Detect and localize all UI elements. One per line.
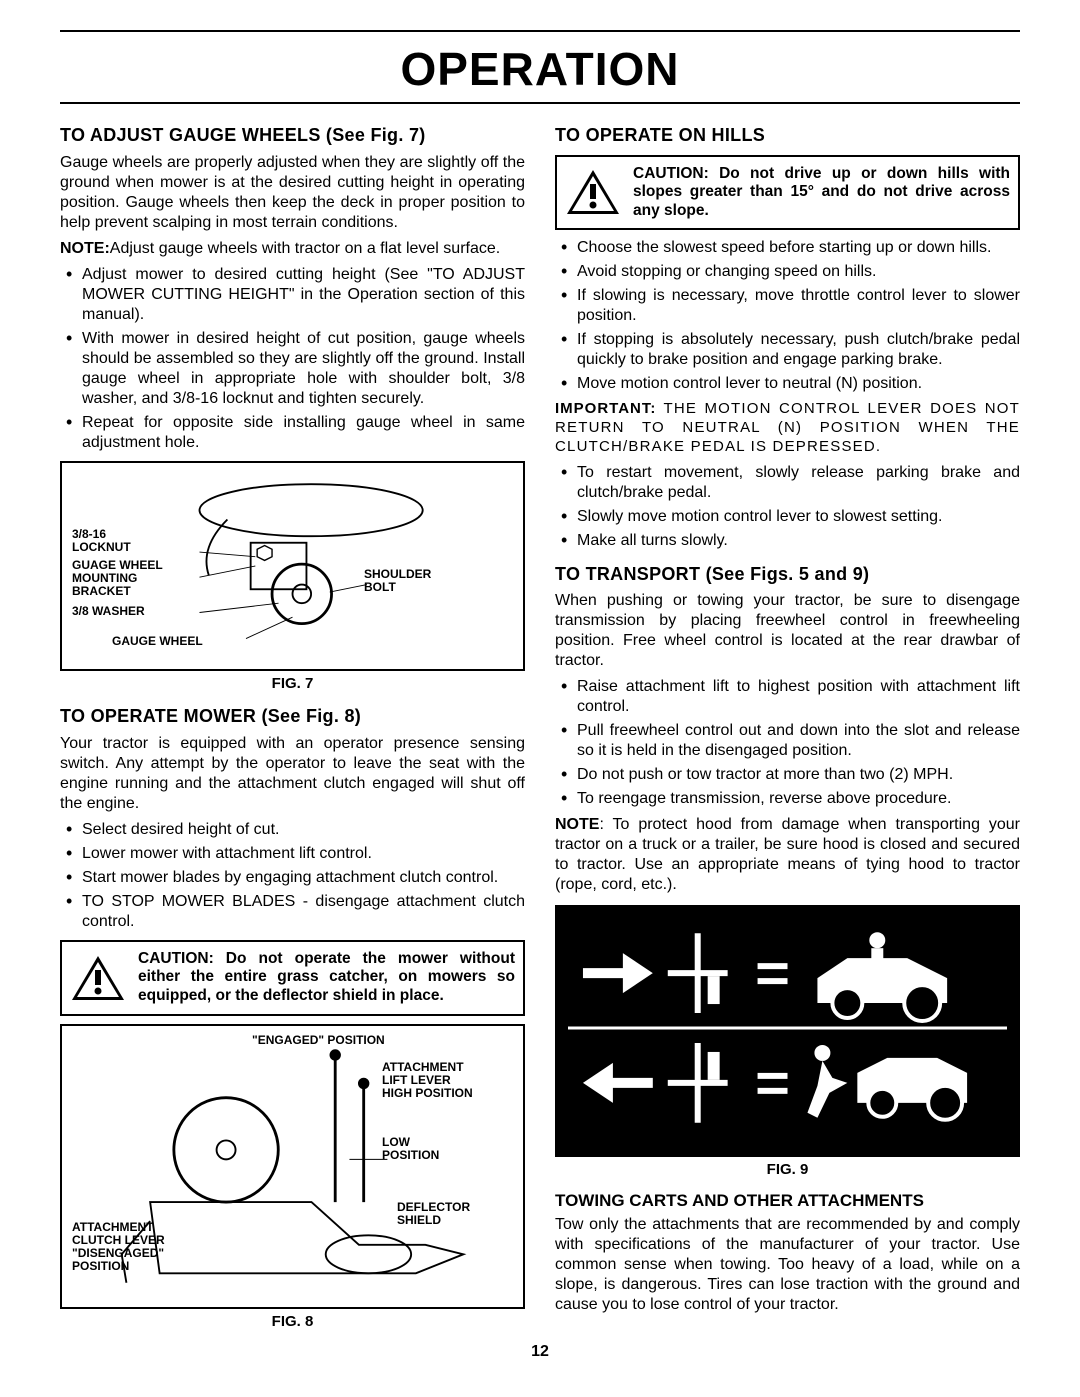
- list-item: Adjust mower to desired cutting height (…: [60, 265, 525, 325]
- note-gauge-text: Adjust gauge wheels with tractor on a fl…: [110, 240, 500, 257]
- bottom-rule: [60, 102, 1020, 104]
- caution-hills-text: CAUTION: Do not drive up or down hills w…: [633, 165, 1010, 221]
- list-item: Select desired height of cut.: [60, 820, 525, 840]
- heading-gauge-wheels: TO ADJUST GAUGE WHEELS (See Fig. 7): [60, 124, 525, 147]
- top-rule: [60, 30, 1020, 32]
- list-item: Pull freewheel control out and down into…: [555, 721, 1020, 761]
- list-item: Lower mower with attachment lift control…: [60, 844, 525, 864]
- page-title: OPERATION: [60, 42, 1020, 96]
- label-lift: ATTACHMENT LIFT LEVER HIGH POSITION: [382, 1061, 473, 1101]
- heading-hills: TO OPERATE ON HILLS: [555, 124, 1020, 147]
- list-item: If slowing is necessary, move throttle c…: [555, 286, 1020, 326]
- figure-8: "ENGAGED" POSITION ATTACHMENT LIFT LEVER…: [60, 1024, 525, 1309]
- list-item: Start mower blades by engaging attachmen…: [60, 868, 525, 888]
- list-item: With mower in desired height of cut posi…: [60, 329, 525, 409]
- fig7-caption: FIG. 7: [60, 675, 525, 694]
- right-column: TO OPERATE ON HILLS CAUTION: Do not driv…: [555, 112, 1020, 1337]
- list-item: If stopping is absolutely necessary, pus…: [555, 330, 1020, 370]
- page-number: 12: [60, 1343, 1020, 1361]
- note-transport-text: : To protect hood from damage when trans…: [555, 816, 1020, 893]
- label-wheel: GAUGE WHEEL: [112, 635, 203, 648]
- list-item: TO STOP MOWER BLADES - disengage attachm…: [60, 892, 525, 932]
- heading-operate-mower: TO OPERATE MOWER (See Fig. 8): [60, 705, 525, 728]
- list-item: Choose the slowest speed before starting…: [555, 238, 1020, 258]
- para-mower-intro: Your tractor is equipped with an operato…: [60, 734, 525, 814]
- caution-mower-text: CAUTION: Do not operate the mower withou…: [138, 950, 515, 1006]
- note-transport: NOTE: To protect hood from damage when t…: [555, 815, 1020, 895]
- note-label: NOTE:: [60, 240, 110, 257]
- heading-towing: TOWING CARTS AND OTHER ATTACHMENTS: [555, 1190, 1020, 1211]
- list-item: Slowly move motion control lever to slow…: [555, 507, 1020, 527]
- list-item: To reengage transmission, reverse above …: [555, 789, 1020, 809]
- fig9-caption: FIG. 9: [555, 1161, 1020, 1180]
- note-label: NOTE: [555, 816, 599, 833]
- warning-icon: [565, 167, 621, 217]
- fig8-caption: FIG. 8: [60, 1313, 525, 1332]
- para-gauge-intro: Gauge wheels are properly adjusted when …: [60, 153, 525, 233]
- fig9-diagram: [568, 918, 1007, 1138]
- hills-bullets: Choose the slowest speed before starting…: [555, 238, 1020, 394]
- label-clutch: ATTACHMENT CLUTCH LEVER "DISENGAGED" POS…: [72, 1221, 165, 1274]
- note-gauge: NOTE:Adjust gauge wheels with tractor on…: [60, 239, 525, 259]
- list-item: Repeat for opposite side installing gaug…: [60, 413, 525, 453]
- label-low: LOW POSITION: [382, 1136, 439, 1162]
- mower-bullets: Select desired height of cut. Lower mowe…: [60, 820, 525, 932]
- para-transport: When pushing or towing your tractor, be …: [555, 591, 1020, 671]
- list-item: Do not push or tow tractor at more than …: [555, 765, 1020, 785]
- label-deflector: DEFLECTOR SHIELD: [397, 1201, 470, 1227]
- important-label: IMPORTANT:: [555, 400, 656, 417]
- warning-icon: [70, 953, 126, 1003]
- list-item: Make all turns slowly.: [555, 531, 1020, 551]
- figure-7: 3/8-16 LOCKNUT GUAGE WHEEL MOUNTING BRAC…: [60, 461, 525, 671]
- caution-mower: CAUTION: Do not operate the mower withou…: [60, 940, 525, 1016]
- left-column: TO ADJUST GAUGE WHEELS (See Fig. 7) Gaug…: [60, 112, 525, 1337]
- two-column-layout: TO ADJUST GAUGE WHEELS (See Fig. 7) Gaug…: [60, 112, 1020, 1337]
- list-item: Raise attachment lift to highest positio…: [555, 677, 1020, 717]
- para-towing: Tow only the attachments that are recomm…: [555, 1215, 1020, 1315]
- label-bracket: GUAGE WHEEL MOUNTING BRACKET: [72, 559, 163, 599]
- gauge-bullets: Adjust mower to desired cutting height (…: [60, 265, 525, 453]
- important-note: IMPORTANT: THE MOTION CONTROL LEVER DOES…: [555, 400, 1020, 456]
- caution-hills: CAUTION: Do not drive up or down hills w…: [555, 155, 1020, 231]
- label-engaged: "ENGAGED" POSITION: [252, 1034, 385, 1047]
- list-item: To restart movement, slowly release park…: [555, 463, 1020, 503]
- label-washer: 3/8 WASHER: [72, 605, 145, 618]
- heading-transport: TO TRANSPORT (See Figs. 5 and 9): [555, 563, 1020, 586]
- list-item: Avoid stopping or changing speed on hill…: [555, 262, 1020, 282]
- list-item: Move motion control lever to neutral (N)…: [555, 374, 1020, 394]
- hills-bullets-2: To restart movement, slowly release park…: [555, 463, 1020, 551]
- transport-bullets: Raise attachment lift to highest positio…: [555, 677, 1020, 809]
- label-locknut: 3/8-16 LOCKNUT: [72, 528, 131, 554]
- figure-9: [555, 905, 1020, 1157]
- label-bolt: SHOULDER BOLT: [364, 568, 431, 594]
